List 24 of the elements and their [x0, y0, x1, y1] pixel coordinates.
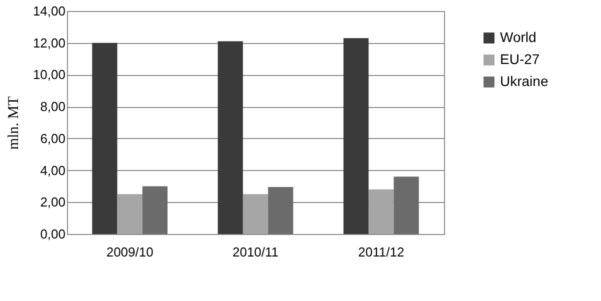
- bar: [218, 41, 243, 234]
- x-tick-label: 2011/12: [358, 244, 404, 260]
- bar: [368, 189, 394, 234]
- x-tick-label: 2009/10: [106, 244, 154, 260]
- y-tick-label: 2,00: [40, 194, 66, 210]
- y-tick-label: 14,00: [32, 4, 66, 18]
- bar: [268, 187, 294, 234]
- y-axis-title: mln. MT: [6, 96, 22, 150]
- y-tick-label: 8,00: [40, 99, 66, 114]
- legend-label: EU-27: [500, 51, 540, 67]
- y-tick-label: 4,00: [40, 162, 66, 178]
- y-tick-label: 10,00: [32, 67, 66, 82]
- bar: [117, 194, 142, 234]
- legend-label: World: [500, 29, 536, 45]
- bar: [142, 186, 168, 234]
- y-tick-label: 6,00: [40, 130, 66, 146]
- y-tick-label: 12,00: [32, 35, 66, 50]
- bar: [242, 194, 268, 234]
- bar: [343, 38, 369, 234]
- bar: [92, 42, 118, 234]
- bar: [394, 176, 419, 234]
- y-tick-label: 0,00: [40, 226, 66, 242]
- legend-label: Ukraine: [500, 73, 548, 89]
- x-tick-label: 2010/11: [232, 244, 279, 260]
